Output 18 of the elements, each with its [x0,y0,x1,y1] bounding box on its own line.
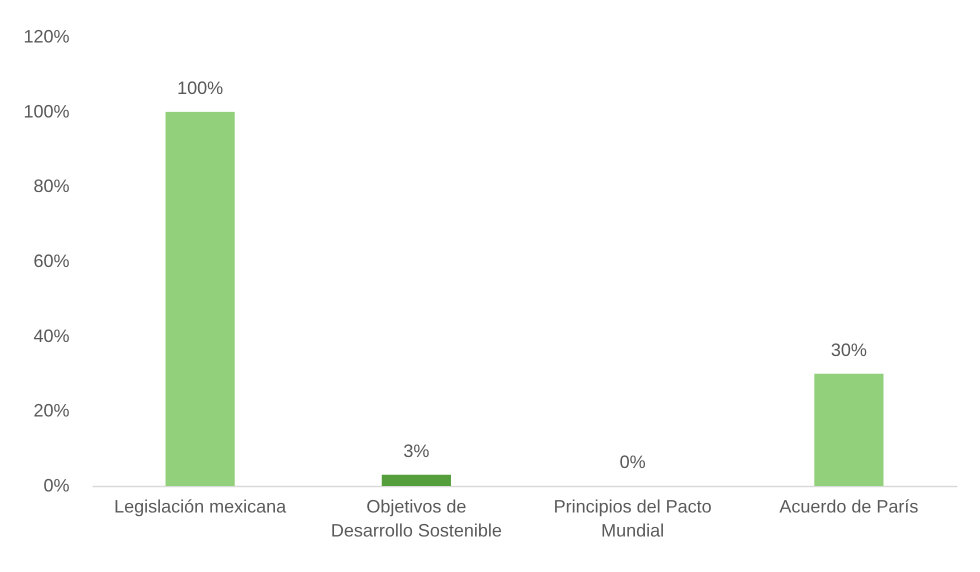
x-tick-label: Objetivos de Desarrollo Sostenible [330,496,502,540]
bar [166,112,235,486]
data-label: 3% [403,440,430,461]
bar [382,474,451,486]
x-tick-label: Acuerdo de París [779,496,918,516]
x-tick-label: Legislación mexicana [114,496,288,516]
y-tick-label: 20% [33,400,70,421]
y-tick-label: 80% [33,176,70,196]
data-label: 30% [830,340,867,360]
y-tick-label: 120% [23,26,70,46]
data-label: 100% [177,78,224,98]
y-tick-label: 60% [33,251,70,271]
x-tick-label: Principios del Pacto Mundial [554,496,712,540]
y-tick-label: 0% [43,476,70,496]
data-label: 0% [620,452,646,472]
y-tick-label: 40% [33,326,70,346]
y-tick-label: 100% [23,101,70,122]
bar [814,374,884,486]
